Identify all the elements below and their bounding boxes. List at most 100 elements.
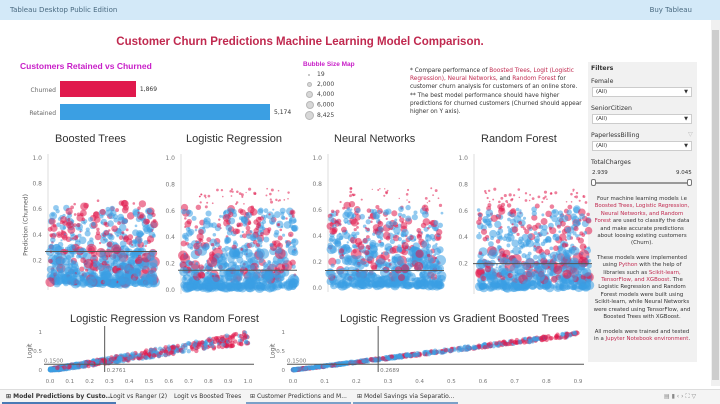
data-point: [66, 275, 77, 285]
data-point: [572, 275, 579, 283]
data-point: [83, 222, 86, 225]
data-point: [116, 234, 120, 238]
data-point: [92, 359, 98, 365]
data-point: [211, 246, 217, 251]
data-point: [50, 367, 56, 373]
filters-panel: Filters Female (All) ▼ SeniorCitizen (All…: [588, 62, 697, 362]
data-point: [182, 266, 189, 273]
data-point: [409, 262, 415, 268]
tab-logit-vs-ranger[interactable]: Logit vs Ranger (2): [110, 393, 168, 400]
data-point: [500, 259, 505, 263]
data-point: [436, 233, 441, 238]
data-point: [211, 346, 216, 351]
data-point: [72, 270, 76, 274]
data-point: [362, 250, 366, 254]
buy-tableau-link[interactable]: Buy Tableau: [649, 6, 692, 14]
data-point: [65, 363, 71, 368]
data-point: [125, 352, 130, 357]
data-point: [384, 281, 388, 285]
data-point: [534, 238, 540, 244]
data-point: [485, 273, 493, 281]
data-point: [321, 364, 326, 370]
data-point: [520, 281, 530, 291]
filter-female-select[interactable]: (All) ▼: [592, 87, 692, 97]
data-point: [533, 265, 543, 274]
range-slider-min-handle[interactable]: [591, 179, 596, 186]
x-tick-label: 0.4: [125, 379, 134, 385]
data-point: [54, 365, 60, 371]
data-point: [127, 356, 132, 361]
data-point: [412, 242, 421, 251]
data-point: [338, 235, 344, 241]
data-point: [383, 278, 393, 288]
data-point: [96, 227, 100, 232]
data-point: [396, 354, 402, 360]
vertical-scrollbar[interactable]: [711, 20, 720, 386]
data-point: [86, 359, 91, 365]
data-point: [244, 334, 250, 340]
data-point: [334, 238, 341, 245]
scrollbar-thumb[interactable]: [712, 30, 719, 380]
data-point: [510, 249, 514, 254]
data-point: [98, 264, 110, 276]
data-point: [237, 282, 248, 293]
data-point: [562, 254, 572, 264]
data-point: [252, 266, 257, 271]
filter-paperless-select[interactable]: (All) ▼: [592, 141, 692, 151]
data-point: [193, 342, 198, 348]
data-point: [336, 361, 341, 366]
data-point: [314, 364, 319, 369]
tab-model-predictions[interactable]: ⊞ Model Predictions by Custo...: [2, 392, 117, 404]
filter-senior-select[interactable]: (All) ▼: [592, 114, 692, 124]
data-point: [572, 331, 577, 337]
data-point: [328, 257, 337, 266]
data-point: [513, 223, 519, 229]
bar-churned[interactable]: [60, 81, 136, 97]
data-point: [203, 276, 211, 284]
bar-retained[interactable]: [60, 104, 270, 120]
data-point: [207, 336, 212, 342]
filter-funnel-icon[interactable]: ▽: [688, 131, 693, 138]
data-point: [377, 221, 384, 227]
data-point: [187, 282, 191, 286]
tab-logit-vs-boosted[interactable]: Logit vs Boosted Trees: [174, 393, 242, 400]
data-point: [552, 254, 557, 259]
data-point: [297, 367, 302, 372]
data-point: [242, 273, 245, 277]
tab-model-savings[interactable]: ⊞ Model Savings via Separatio...: [353, 392, 459, 404]
dropdown-arrow-icon: ▼: [684, 116, 688, 122]
data-point: [388, 272, 392, 276]
data-point: [530, 339, 535, 344]
range-slider-max-handle[interactable]: [687, 179, 692, 186]
data-point: [389, 224, 396, 231]
range-min-value: 2.939: [592, 170, 608, 176]
data-point: [494, 342, 499, 347]
data-point: [534, 261, 539, 266]
range-slider-track[interactable]: [594, 182, 690, 184]
data-point: [76, 214, 84, 222]
data-point: [376, 357, 381, 362]
view-controls-icon[interactable]: ▤ ▮ ‹ › ⛶ ▽: [664, 393, 697, 400]
data-point: [292, 219, 297, 223]
data-point: [48, 367, 53, 373]
data-point: [332, 276, 336, 280]
data-point: [292, 367, 298, 373]
data-point: [47, 367, 53, 373]
data-point: [235, 201, 239, 204]
data-point: [230, 343, 235, 349]
data-point: [84, 359, 90, 365]
data-point: [118, 356, 124, 362]
data-point: [423, 226, 429, 232]
data-point: [62, 364, 68, 369]
data-point: [191, 261, 195, 264]
data-point: [56, 365, 62, 370]
data-point: [110, 357, 115, 362]
tab-customer-predictions[interactable]: ⊞ Customer Predictions and M...: [246, 392, 351, 404]
data-point: [554, 253, 563, 262]
data-point: [185, 226, 191, 232]
data-point: [511, 341, 516, 346]
data-point: [214, 279, 222, 287]
data-point: [124, 352, 130, 358]
data-point: [497, 253, 509, 265]
data-point: [288, 219, 293, 224]
